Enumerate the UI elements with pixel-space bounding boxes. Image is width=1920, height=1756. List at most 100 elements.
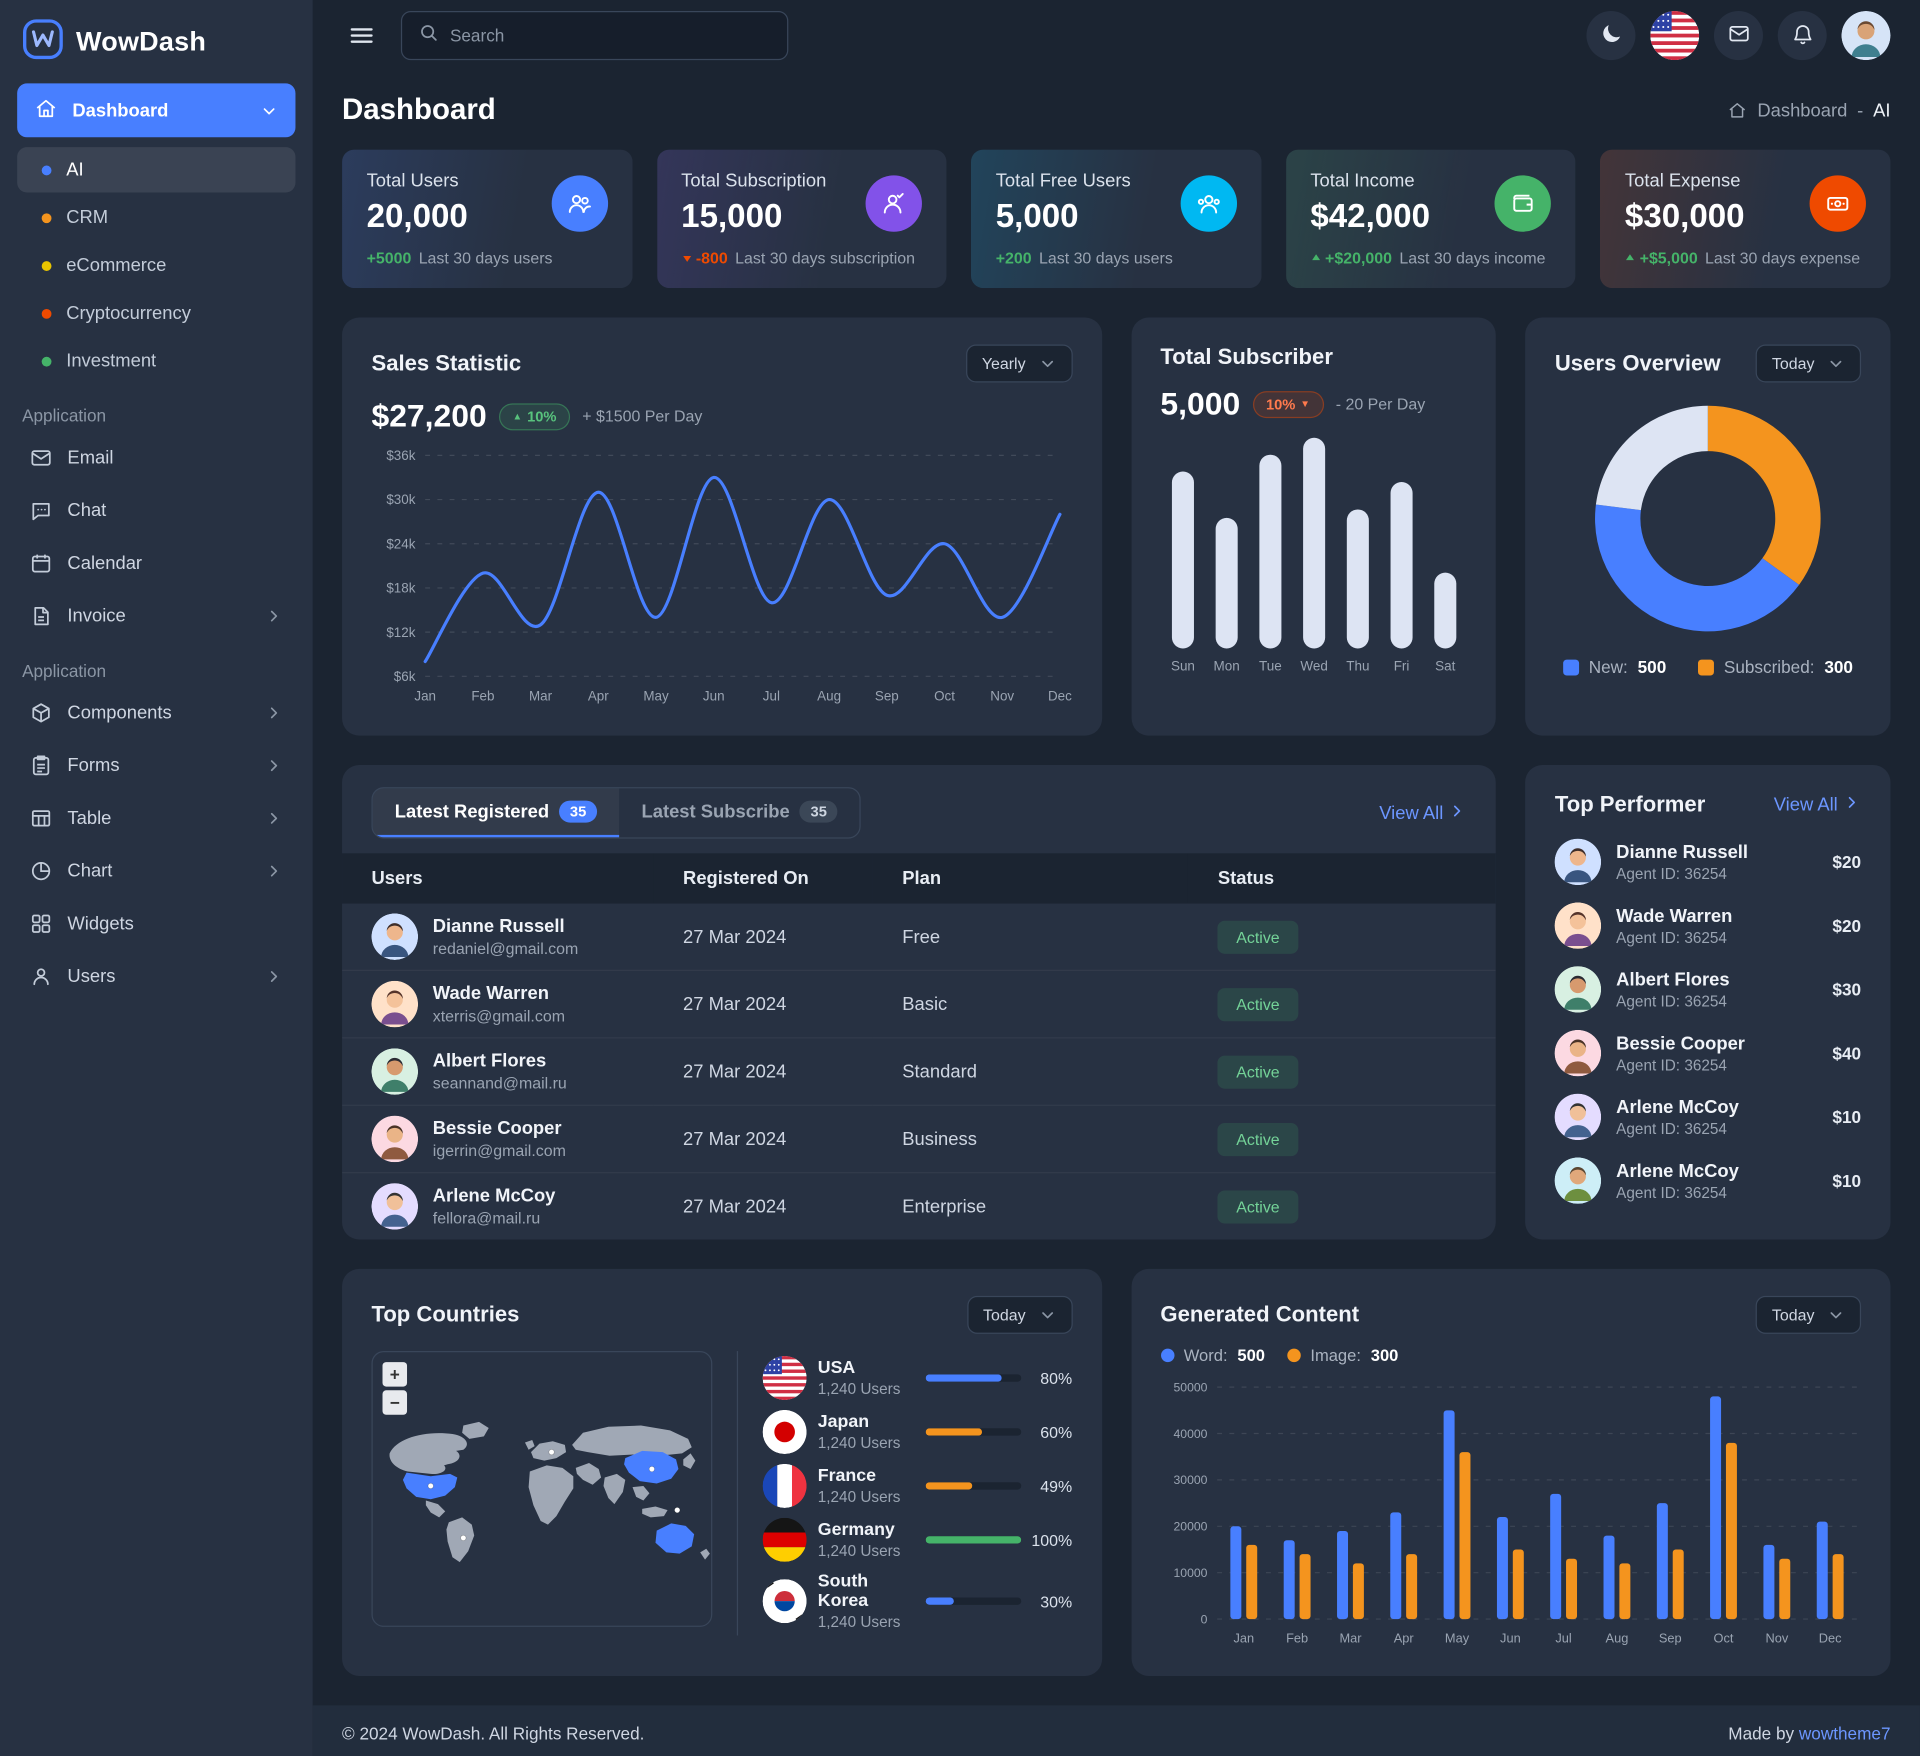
sidebar-item[interactable]: Components xyxy=(17,688,295,738)
performer-name: Bessie Cooper xyxy=(1616,1032,1745,1054)
country-flag-icon xyxy=(762,1355,807,1401)
sidebar-item-dashboard[interactable]: Dashboard xyxy=(17,83,296,138)
bullet-dot-icon xyxy=(41,212,52,223)
sidebar-subitem[interactable]: AI xyxy=(17,147,296,193)
country-row[interactable]: South Korea 1,240 Users 30% xyxy=(762,1567,1072,1636)
sidebar-item[interactable]: Email xyxy=(17,433,295,483)
avatar xyxy=(1554,1029,1602,1077)
theme-toggle-button[interactable] xyxy=(1586,11,1636,61)
subscriber-trend-badge[interactable]: 10% ▼ xyxy=(1252,390,1324,418)
stat-value: 15,000 xyxy=(681,197,783,235)
zoom-in-button[interactable]: + xyxy=(382,1362,408,1387)
card-title: Top Performer xyxy=(1554,791,1706,817)
performer-row[interactable]: Bessie Cooper Agent ID: 36254 $40 xyxy=(1554,1021,1861,1085)
arrow-up-icon xyxy=(1310,253,1321,264)
tab-latest-subscribe[interactable]: Latest Subscribe 35 xyxy=(619,788,860,837)
country-name: Japan xyxy=(817,1412,870,1432)
sidebar-subitem[interactable]: Cryptocurrency xyxy=(17,291,295,336)
country-row[interactable]: Japan 1,240 Users 60% xyxy=(762,1405,1072,1459)
breadcrumb-root[interactable]: Dashboard xyxy=(1757,99,1848,121)
generated-bar xyxy=(1672,1549,1684,1620)
bottom-row-section: Top Countries Today + − xyxy=(342,1268,1891,1676)
sidebar-item[interactable]: Widgets xyxy=(17,899,295,949)
world-map[interactable] xyxy=(373,1352,711,1625)
users-overview-card: Users Overview Today New: 500 xyxy=(1525,317,1891,736)
performer-row[interactable]: Arlene McCoy Agent ID: 36254 $10 xyxy=(1554,1085,1861,1149)
total-subscriber-card: Total Subscriber 5,000 10% ▼ - 20 Per Day… xyxy=(1130,317,1497,736)
country-row[interactable]: USA 1,240 Users 80% xyxy=(762,1351,1072,1405)
sidebar-subitem[interactable]: CRM xyxy=(17,195,295,240)
tab-latest-registered[interactable]: Latest Registered 35 xyxy=(372,788,620,838)
performer-amount: $20 xyxy=(1832,852,1862,872)
svg-text:$6k: $6k xyxy=(394,669,416,684)
view-all-link[interactable]: View All xyxy=(1774,793,1861,816)
svg-text:Aug: Aug xyxy=(817,689,841,704)
performer-name: Wade Warren xyxy=(1616,905,1733,927)
footer-brand-link[interactable]: wowtheme7 xyxy=(1798,1723,1891,1744)
notifications-button[interactable] xyxy=(1777,11,1827,61)
generated-bar xyxy=(1496,1517,1508,1620)
sidebar-item[interactable]: Chat xyxy=(17,485,295,535)
generated-bar xyxy=(1832,1554,1844,1620)
table-row[interactable]: Dianne Russell redaniel@gmail.com 27 Mar… xyxy=(342,903,1497,971)
zoom-out-button[interactable]: − xyxy=(382,1390,408,1415)
avatar xyxy=(371,1183,419,1230)
legend-item: Word: 500 xyxy=(1160,1346,1265,1365)
sidebar-item[interactable]: Forms xyxy=(17,741,295,791)
users-overview-select[interactable]: Today xyxy=(1755,344,1862,383)
menu-toggle-button[interactable] xyxy=(342,16,381,55)
performer-row[interactable]: Albert Flores Agent ID: 36254 $30 xyxy=(1554,958,1861,1022)
svg-text:Apr: Apr xyxy=(1393,1630,1414,1645)
user-name: Dianne Russell xyxy=(432,915,565,937)
subscriber-bar xyxy=(1389,482,1412,649)
trend-up-icon: ▲ xyxy=(512,410,523,422)
sidebar-item[interactable]: Users xyxy=(17,951,295,1001)
stat-label: Total Expense xyxy=(1624,170,1741,192)
table-row[interactable]: Albert Flores seannand@mail.ru 27 Mar 20… xyxy=(342,1037,1497,1106)
performer-row[interactable]: Wade Warren Agent ID: 36254 $20 xyxy=(1554,894,1861,958)
sidebar-item[interactable]: Invoice xyxy=(17,591,295,641)
sidebar-subitem[interactable]: eCommerce xyxy=(17,243,295,288)
logo[interactable]: WowDash xyxy=(17,12,295,71)
search-input[interactable] xyxy=(449,25,772,46)
generated-bar xyxy=(1512,1549,1524,1620)
messages-button[interactable] xyxy=(1713,11,1763,61)
stat-card: Total Free Users 5,000 +200 Last 30 days… xyxy=(971,150,1261,289)
performer-row[interactable]: Dianne Russell Agent ID: 36254 $20 xyxy=(1554,830,1862,894)
svg-text:Nov: Nov xyxy=(1765,1630,1788,1645)
top-countries-select[interactable]: Today xyxy=(967,1295,1073,1334)
subscriber-bar xyxy=(1433,572,1456,649)
table-row[interactable]: Wade Warren xterris@gmail.com 27 Mar 202… xyxy=(342,970,1497,1039)
sidebar-item[interactable]: Table xyxy=(17,793,295,843)
chevron-down-icon xyxy=(1038,1306,1056,1324)
table-row[interactable]: Bessie Cooper igerrin@gmail.com 27 Mar 2… xyxy=(342,1105,1497,1174)
sales-period-select[interactable]: Yearly xyxy=(965,344,1073,383)
performer-agent-id: Agent ID: 36254 xyxy=(1616,928,1727,946)
subscription-icon xyxy=(865,174,923,232)
generated-content-select[interactable]: Today xyxy=(1755,1295,1862,1334)
performer-row[interactable]: Arlene McCoy Agent ID: 36254 $10 xyxy=(1554,1149,1861,1213)
performer-name: Arlene McCoy xyxy=(1616,1160,1739,1182)
stat-note-text: Last 30 days income xyxy=(1399,248,1546,268)
view-all-link[interactable]: View All xyxy=(1379,801,1466,824)
sidebar-item[interactable]: Calendar xyxy=(17,538,295,588)
country-row[interactable]: Germany 1,240 Users 100% xyxy=(762,1513,1072,1567)
table-row-section: Latest Registered 35 Latest Subscribe 35… xyxy=(342,765,1891,1240)
registered-on-cell: 27 Mar 2024 xyxy=(653,903,873,971)
svg-text:Jun: Jun xyxy=(703,689,725,704)
profile-button[interactable] xyxy=(1841,11,1891,61)
country-row[interactable]: France 1,240 Users 49% xyxy=(762,1459,1072,1513)
table-row[interactable]: Arlene McCoy fellora@mail.ru 27 Mar 2024… xyxy=(342,1173,1496,1240)
mail-icon xyxy=(1727,22,1750,49)
sidebar-subitem[interactable]: Investment xyxy=(17,338,295,383)
bullet-dot-icon xyxy=(41,308,52,319)
registered-on-cell: 27 Mar 2024 xyxy=(653,1037,873,1106)
wowdash-logo-icon xyxy=(22,18,64,66)
stat-card-top: Total Users 20,000 xyxy=(367,170,608,235)
subscriber-bar xyxy=(1346,509,1369,649)
sidebar-item[interactable]: Chart xyxy=(17,846,295,896)
language-button[interactable] xyxy=(1650,11,1700,61)
svg-text:$18k: $18k xyxy=(386,581,415,596)
avatar xyxy=(1554,838,1602,886)
